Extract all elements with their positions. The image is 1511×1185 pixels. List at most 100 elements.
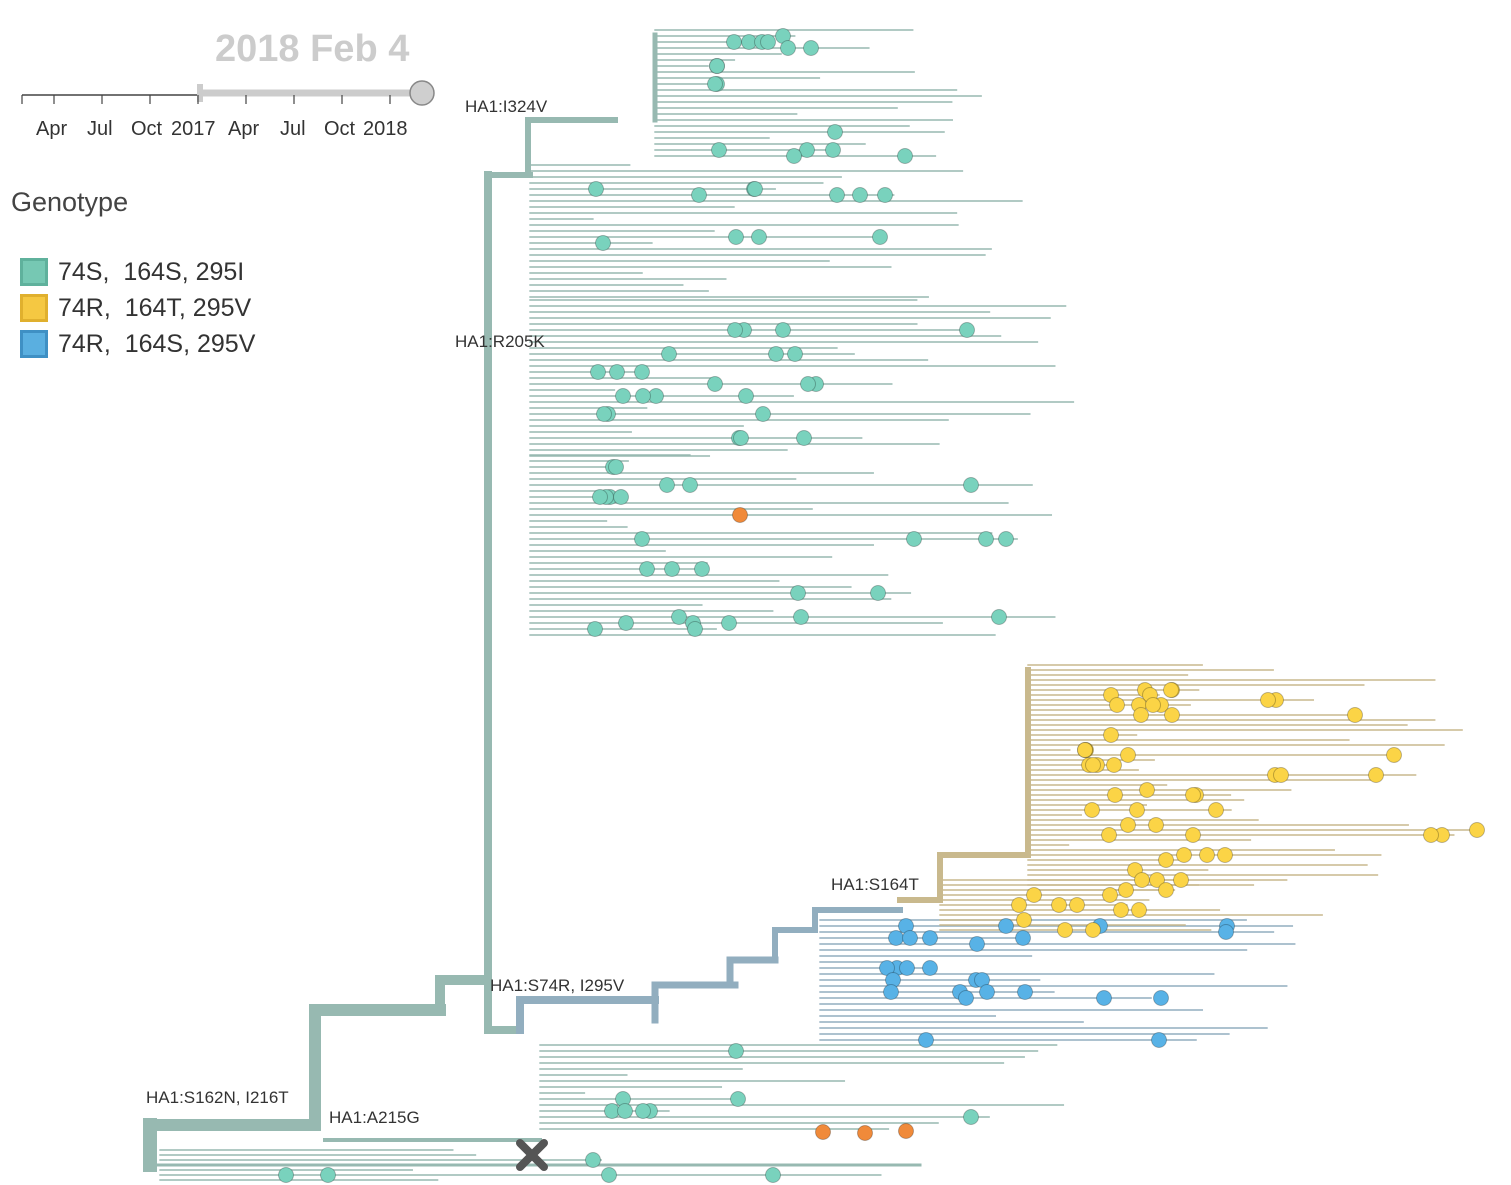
tip-node[interactable]: [727, 322, 743, 338]
tip-node[interactable]: [1139, 782, 1155, 798]
tip-node[interactable]: [1273, 767, 1289, 783]
tip-node[interactable]: [963, 1109, 979, 1125]
tip-node[interactable]: [979, 984, 995, 1000]
tip-node[interactable]: [1101, 827, 1117, 843]
tip-node[interactable]: [730, 1091, 746, 1107]
tip-node[interactable]: [1163, 682, 1179, 698]
tip-node[interactable]: [728, 229, 744, 245]
tip-node[interactable]: [765, 1167, 781, 1183]
tip-node[interactable]: [608, 459, 624, 475]
tip-node[interactable]: [671, 609, 687, 625]
tip-node[interactable]: [1153, 990, 1169, 1006]
legend-item[interactable]: 74R, 164T, 295V: [20, 292, 251, 324]
tip-node[interactable]: [1131, 902, 1147, 918]
tip-node[interactable]: [768, 346, 784, 362]
tip-node[interactable]: [1386, 747, 1402, 763]
tip-node[interactable]: [959, 322, 975, 338]
time-slider-left-handle[interactable]: [197, 84, 203, 102]
tip-node[interactable]: [1158, 882, 1174, 898]
tip-node[interactable]: [1469, 822, 1485, 838]
legend-item[interactable]: 74R, 164S, 295V: [20, 328, 255, 360]
tip-node[interactable]: [872, 229, 888, 245]
tip-node[interactable]: [1176, 847, 1192, 863]
tip-node[interactable]: [1218, 924, 1234, 940]
tip-node[interactable]: [852, 187, 868, 203]
tip-node[interactable]: [1096, 990, 1112, 1006]
tip-node[interactable]: [1199, 847, 1215, 863]
tip-node[interactable]: [786, 148, 802, 164]
tip-node[interactable]: [747, 181, 763, 197]
tip-node[interactable]: [1134, 872, 1150, 888]
tip-node[interactable]: [1347, 707, 1363, 723]
tip-node[interactable]: [883, 984, 899, 1000]
tip-node[interactable]: [800, 376, 816, 392]
tip-node[interactable]: [815, 1124, 831, 1140]
tip-node[interactable]: [1051, 897, 1067, 913]
tip-node[interactable]: [635, 1103, 651, 1119]
tip-node[interactable]: [587, 621, 603, 637]
tip-node[interactable]: [1113, 902, 1129, 918]
tip-node[interactable]: [732, 507, 748, 523]
tip-node[interactable]: [1185, 827, 1201, 843]
time-slider[interactable]: [21, 80, 435, 106]
tip-node[interactable]: [588, 181, 604, 197]
tip-node[interactable]: [918, 1032, 934, 1048]
tip-node[interactable]: [1077, 742, 1093, 758]
tip-node[interactable]: [596, 406, 612, 422]
tip-node[interactable]: [1106, 757, 1122, 773]
tip-node[interactable]: [899, 960, 915, 976]
tip-node[interactable]: [664, 561, 680, 577]
tip-node[interactable]: [659, 477, 675, 493]
tip-node[interactable]: [694, 561, 710, 577]
tip-node[interactable]: [1017, 984, 1033, 1000]
tip-node[interactable]: [1145, 697, 1161, 713]
tip-node[interactable]: [963, 477, 979, 493]
tip-node[interactable]: [825, 142, 841, 158]
tip-node[interactable]: [1120, 817, 1136, 833]
tip-node[interactable]: [1173, 872, 1189, 888]
tip-node[interactable]: [1120, 747, 1136, 763]
tip-node[interactable]: [1368, 767, 1384, 783]
tip-node[interactable]: [590, 364, 606, 380]
tip-node[interactable]: [1102, 887, 1118, 903]
tip-node[interactable]: [592, 489, 608, 505]
tip-node[interactable]: [1069, 897, 1085, 913]
tip-node[interactable]: [709, 58, 725, 74]
tip-node[interactable]: [728, 1043, 744, 1059]
time-slider-right-handle[interactable]: [409, 80, 435, 106]
tip-node[interactable]: [1185, 787, 1201, 803]
tip-node[interactable]: [755, 406, 771, 422]
tip-node[interactable]: [613, 489, 629, 505]
tip-node[interactable]: [870, 585, 886, 601]
tip-node[interactable]: [1129, 802, 1145, 818]
tip-node[interactable]: [738, 388, 754, 404]
tip-node[interactable]: [711, 142, 727, 158]
tip-node[interactable]: [634, 364, 650, 380]
tip-node[interactable]: [902, 930, 918, 946]
tip-node[interactable]: [1133, 707, 1149, 723]
tip-node[interactable]: [707, 376, 723, 392]
tip-node[interactable]: [1158, 852, 1174, 868]
tip-node[interactable]: [1109, 697, 1125, 713]
tip-node[interactable]: [799, 142, 815, 158]
tip-node[interactable]: [1107, 787, 1123, 803]
tip-node[interactable]: [790, 585, 806, 601]
tip-node[interactable]: [775, 322, 791, 338]
tip-node[interactable]: [278, 1167, 294, 1183]
tip-node[interactable]: [1423, 827, 1439, 843]
tip-node[interactable]: [691, 187, 707, 203]
tip-node[interactable]: [857, 1125, 873, 1141]
tip-node[interactable]: [827, 124, 843, 140]
tip-node[interactable]: [682, 477, 698, 493]
tip-node[interactable]: [796, 430, 812, 446]
tip-node[interactable]: [320, 1167, 336, 1183]
tip-node[interactable]: [1118, 882, 1134, 898]
tip-node[interactable]: [1085, 757, 1101, 773]
tip-node[interactable]: [661, 346, 677, 362]
tip-node[interactable]: [1016, 912, 1032, 928]
tip-node[interactable]: [687, 621, 703, 637]
tip-node[interactable]: [991, 609, 1007, 625]
tip-node[interactable]: [888, 930, 904, 946]
tip-node[interactable]: [1260, 692, 1276, 708]
tip-node[interactable]: [898, 1123, 914, 1139]
